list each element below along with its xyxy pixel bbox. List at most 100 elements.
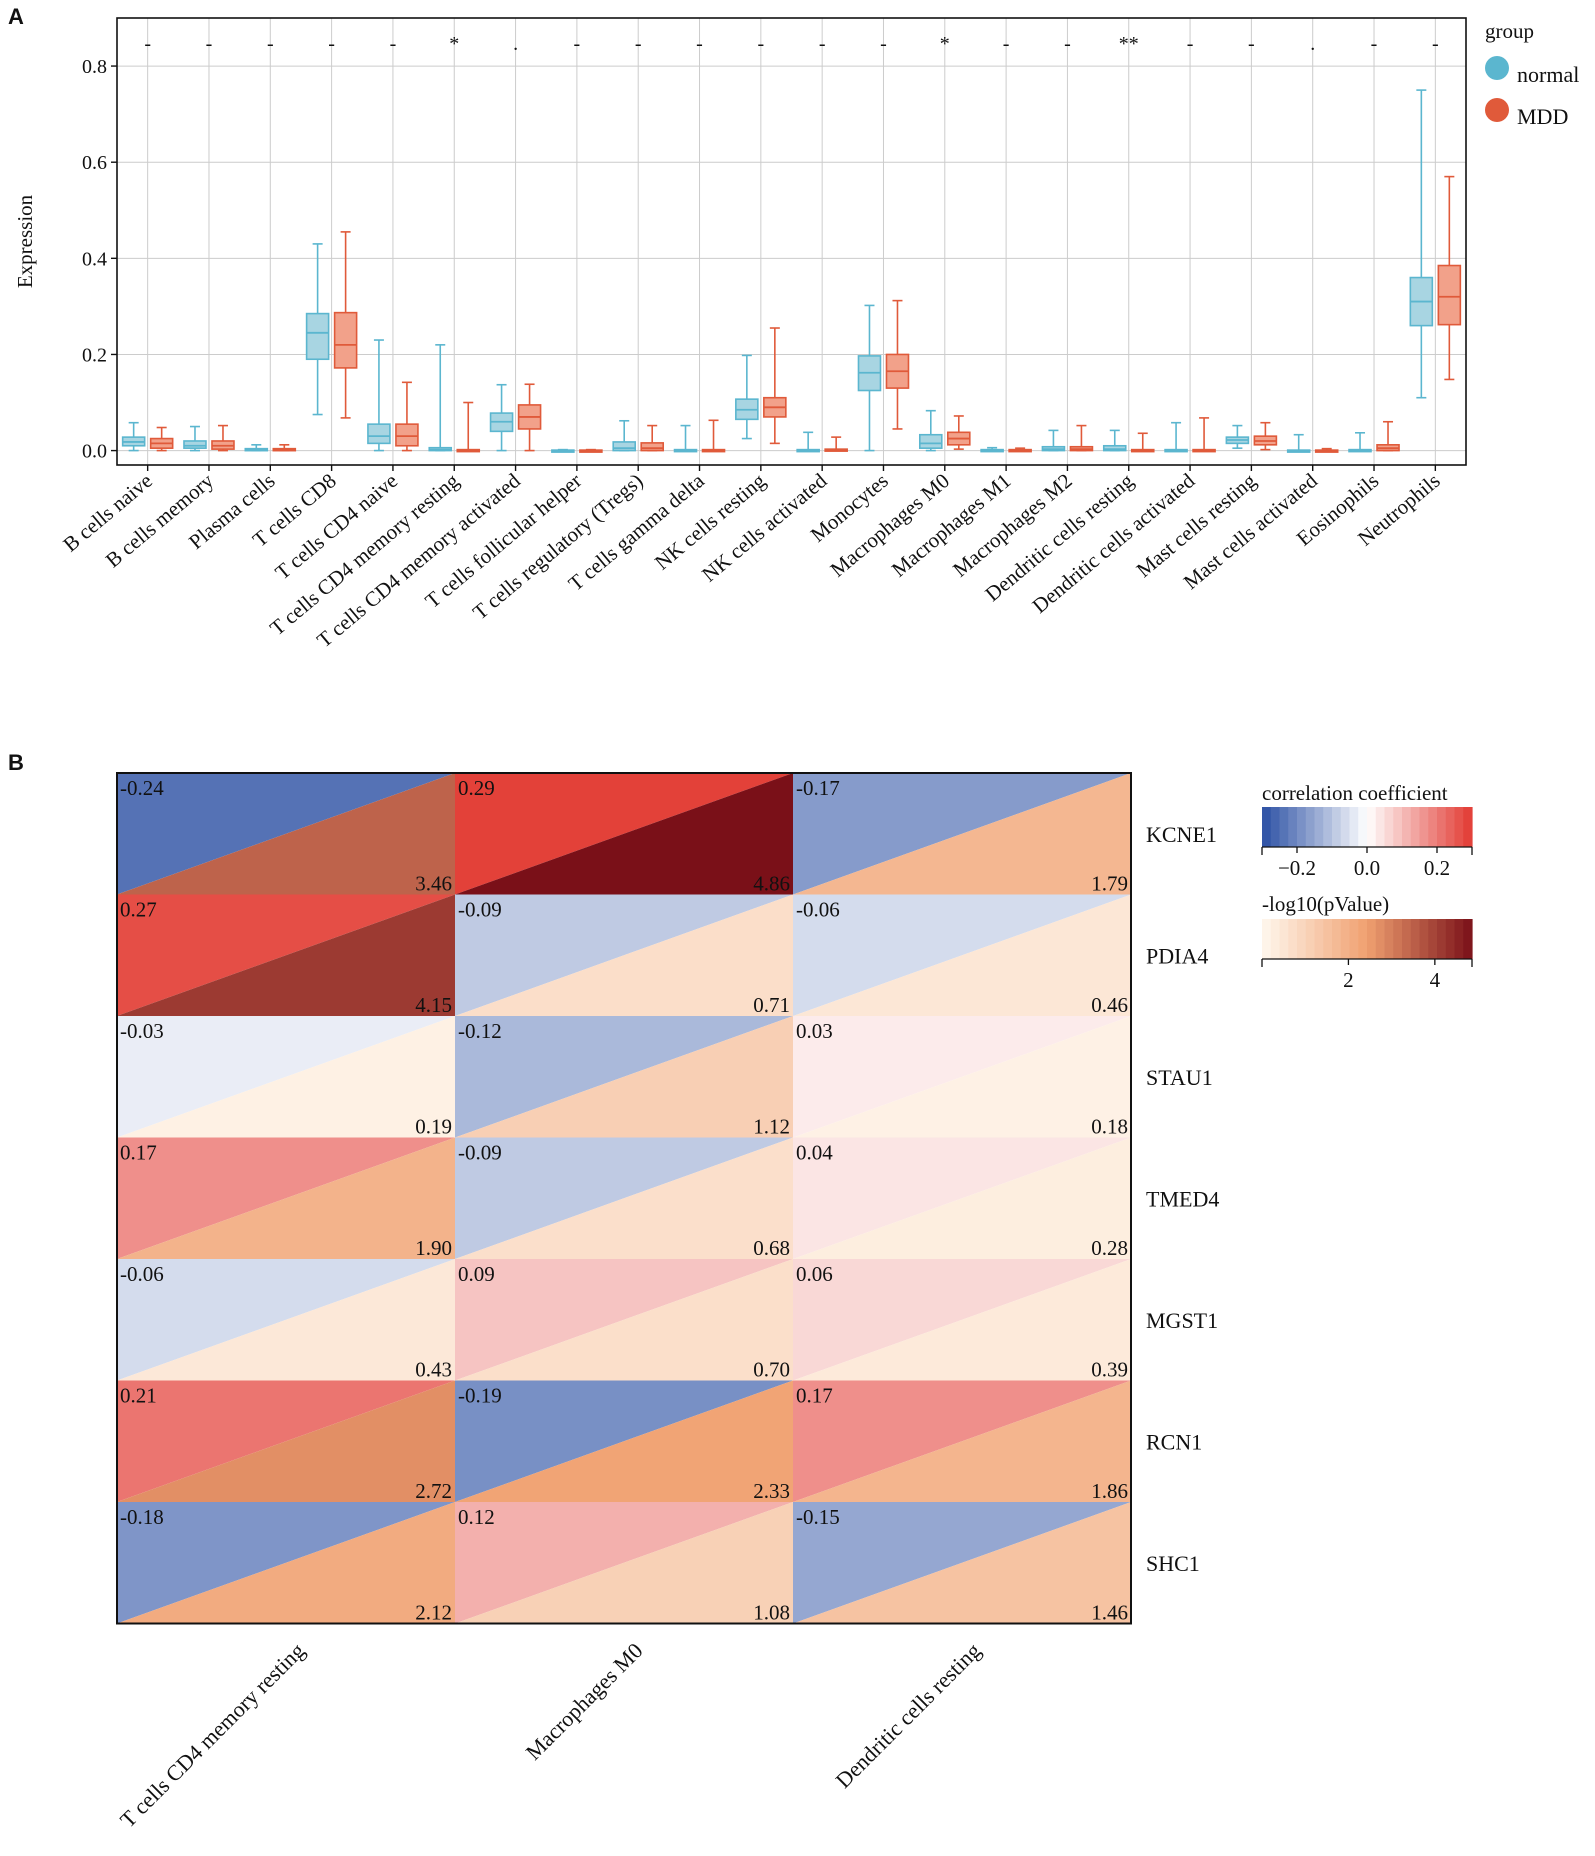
correlation-value-label: 0.17 xyxy=(120,1141,157,1165)
correlation-value-label: -0.06 xyxy=(120,1262,164,1286)
legend-pvalue-swatch xyxy=(1402,919,1412,959)
pvalue-value-label: 0.70 xyxy=(753,1358,790,1382)
correlation-value-label: 0.12 xyxy=(458,1505,495,1529)
significance-label: - xyxy=(635,33,642,55)
legend-pvalue-tick-label: 4 xyxy=(1430,968,1441,992)
pvalue-value-label: 1.08 xyxy=(753,1601,790,1625)
pvalue-value-label: 0.71 xyxy=(753,993,790,1017)
legend-pvalue-swatch xyxy=(1384,919,1394,959)
box-normal xyxy=(183,440,207,449)
column-label: Dendritic cells resting xyxy=(830,1638,985,1793)
cell-pvalue-triangle xyxy=(455,1259,793,1381)
box-MDD xyxy=(395,423,419,447)
legend-pvalue-swatch xyxy=(1340,919,1351,959)
legend-correlation-swatch xyxy=(1463,807,1473,847)
legend-pvalue-swatch xyxy=(1428,919,1438,959)
significance-label: - xyxy=(328,33,335,55)
legend-correlation-swatch xyxy=(1393,807,1403,847)
pvalue-value-label: 1.86 xyxy=(1091,1479,1128,1503)
legend-pvalue-swatch xyxy=(1288,919,1298,959)
box-MDD xyxy=(333,311,358,369)
legend-correlation-swatch xyxy=(1305,807,1316,847)
significance-label: - xyxy=(880,33,887,55)
significance-label: - xyxy=(206,33,213,55)
cell-pvalue-triangle xyxy=(455,1502,793,1624)
correlation-value-label: -0.12 xyxy=(458,1019,502,1043)
cell-pvalue-triangle xyxy=(455,773,793,895)
box-normal xyxy=(367,423,391,445)
correlation-value-label: -0.18 xyxy=(120,1505,164,1529)
cell-pvalue-triangle xyxy=(793,1502,1131,1624)
cell-pvalue-triangle xyxy=(117,1016,455,1138)
legend-pvalue-swatch xyxy=(1262,919,1272,959)
significance-label: - xyxy=(144,33,151,55)
correlation-value-label: 0.06 xyxy=(796,1262,833,1286)
legend-swatch-MDD xyxy=(1485,98,1509,122)
row-label: KCNE1 xyxy=(1146,822,1217,847)
row-label: TMED4 xyxy=(1146,1186,1219,1211)
legend-pvalue-swatch xyxy=(1323,919,1333,959)
significance-label: . xyxy=(1310,33,1315,55)
cell-pvalue-triangle xyxy=(455,1380,793,1502)
significance-label: - xyxy=(1432,33,1439,55)
pvalue-value-label: 4.15 xyxy=(415,993,452,1017)
correlation-value-label: -0.24 xyxy=(120,776,164,800)
correlation-value-label: 0.29 xyxy=(458,776,495,800)
pvalue-value-label: 4.86 xyxy=(753,872,790,896)
legend-correlation-swatch xyxy=(1340,807,1351,847)
legend-pvalue-title: -log10(pValue) xyxy=(1262,892,1389,916)
pvalue-value-label: 2.72 xyxy=(415,1479,452,1503)
legend-correlation-swatch xyxy=(1358,807,1368,847)
legend-correlation-swatch xyxy=(1384,807,1394,847)
pvalue-value-label: 0.18 xyxy=(1091,1115,1128,1139)
heatmap-panel: -0.243.460.294.86-0.171.790.274.15-0.090… xyxy=(115,772,1473,1832)
row-label: MGST1 xyxy=(1146,1308,1218,1333)
significance-label: - xyxy=(390,33,397,55)
correlation-value-label: -0.03 xyxy=(120,1019,164,1043)
correlation-value-label: 0.27 xyxy=(120,898,157,922)
correlation-value-label: -0.09 xyxy=(458,1141,502,1165)
y-tick-label: 0.2 xyxy=(82,344,107,366)
box-MDD xyxy=(1437,264,1462,326)
legend-correlation-swatch xyxy=(1375,807,1386,847)
significance-label: - xyxy=(1003,33,1010,55)
legend-correlation-swatch xyxy=(1279,807,1289,847)
significance-label: * xyxy=(449,33,459,55)
cell-pvalue-triangle xyxy=(455,1016,793,1138)
correlation-value-label: -0.19 xyxy=(458,1384,502,1408)
legend-swatch-normal xyxy=(1485,56,1509,80)
legend-correlation-swatch xyxy=(1270,807,1281,847)
box-normal xyxy=(1102,444,1127,452)
legend-pvalue-swatch xyxy=(1437,919,1447,959)
column-label: Macrophages M0 xyxy=(521,1638,648,1765)
row-label: SHC1 xyxy=(1146,1551,1200,1576)
legend-correlation-swatch xyxy=(1332,807,1342,847)
legend-pvalue-swatch xyxy=(1349,919,1359,959)
legend-correlation-swatch xyxy=(1428,807,1438,847)
significance-label: - xyxy=(758,33,765,55)
legend-pvalue-swatch xyxy=(1270,919,1281,959)
cell-pvalue-triangle xyxy=(793,1380,1131,1502)
legend-pvalue-swatch xyxy=(1375,919,1386,959)
legend-pvalue-swatch xyxy=(1367,919,1377,959)
plot-frame xyxy=(116,17,1467,466)
legend-correlation-swatch xyxy=(1410,807,1421,847)
significance-label: * xyxy=(940,33,950,55)
pvalue-value-label: 0.19 xyxy=(415,1115,452,1139)
legend-pvalue-swatch xyxy=(1419,919,1429,959)
correlation-value-label: -0.06 xyxy=(796,898,840,922)
row-label: PDIA4 xyxy=(1146,943,1208,968)
significance-label: - xyxy=(1187,33,1194,55)
legend-correlation-swatch xyxy=(1437,807,1447,847)
legend-correlation-swatch xyxy=(1323,807,1333,847)
cell-pvalue-triangle xyxy=(117,894,455,1016)
cell-pvalue-triangle xyxy=(117,1259,455,1381)
correlation-value-label: -0.15 xyxy=(796,1505,840,1529)
pvalue-value-label: 1.90 xyxy=(415,1236,452,1260)
significance-label: - xyxy=(1248,33,1255,55)
legend-pvalue-tick-label: 2 xyxy=(1343,968,1354,992)
significance-label: - xyxy=(819,33,826,55)
box-normal xyxy=(918,433,943,449)
legend-title: group xyxy=(1485,19,1534,43)
